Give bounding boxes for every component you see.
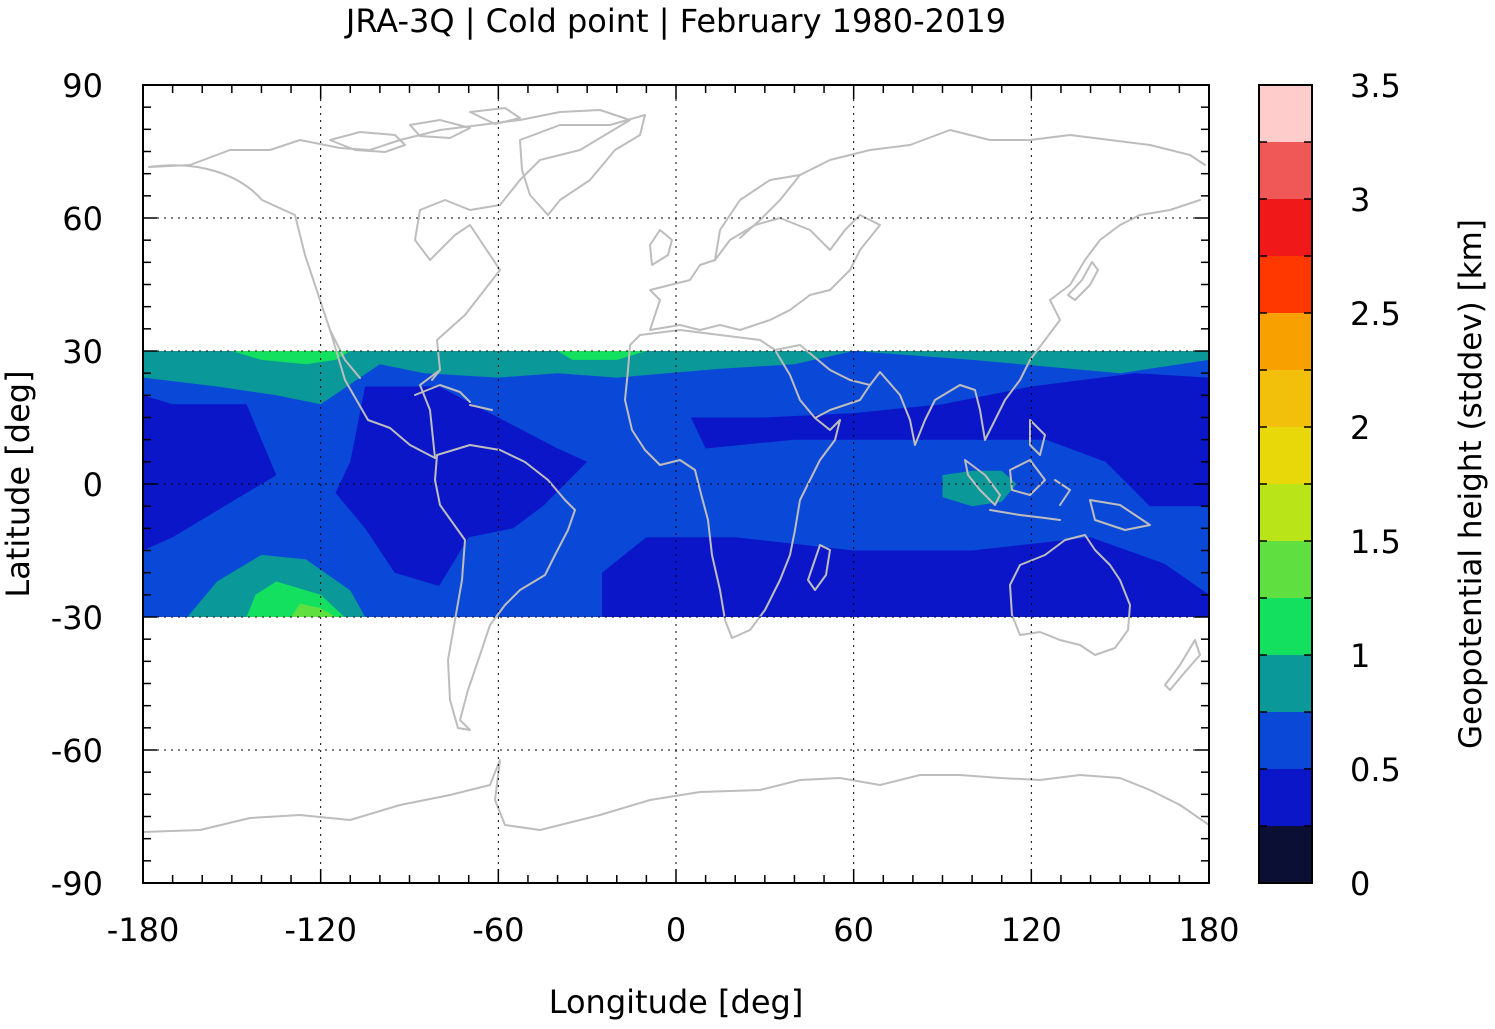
colorbar-swatch bbox=[1259, 598, 1312, 655]
coastline-british-isles bbox=[649, 229, 673, 266]
colorbar-swatch bbox=[1259, 199, 1312, 256]
colorbar-swatch bbox=[1259, 313, 1312, 370]
axes-layer: -180 -120 -60 0 60 120 180 90 60 30 0 -30 -60 -90 bbox=[51, 67, 1240, 949]
grid-layer bbox=[143, 85, 1209, 883]
x-tick-label: 180 bbox=[1178, 911, 1239, 949]
colorbar-tick-label: 3 bbox=[1350, 181, 1370, 219]
colorbar-tick-label: 2.5 bbox=[1350, 295, 1401, 333]
coastline-philippines bbox=[1029, 419, 1046, 456]
colorbar-swatch bbox=[1259, 655, 1312, 712]
coastline-japan bbox=[1067, 261, 1099, 301]
colorbar-label: Geopotential height (stddev) [km] bbox=[1453, 219, 1489, 749]
coastline-indonesia bbox=[964, 459, 1151, 531]
x-tick-label: -60 bbox=[472, 911, 524, 949]
coastline-new-zealand bbox=[1164, 639, 1201, 691]
x-tick-label: 0 bbox=[666, 911, 686, 949]
colorbar-tick-label: 3.5 bbox=[1350, 67, 1401, 105]
colorbar-tick-label: 0.5 bbox=[1350, 751, 1401, 789]
colorbar-tick-label: 1.5 bbox=[1350, 523, 1401, 561]
colorbar-swatch bbox=[1259, 826, 1312, 883]
region-n-atlantic-green bbox=[557, 351, 647, 360]
coastline-scandinavia bbox=[714, 174, 801, 261]
colorbar-tick-label: 2 bbox=[1350, 409, 1370, 447]
coastline-asia-north bbox=[799, 129, 1206, 176]
coastline-africa bbox=[624, 329, 841, 639]
coastline-layer bbox=[142, 107, 1210, 833]
coastline-madagascar bbox=[807, 544, 831, 591]
x-tick-label: -180 bbox=[107, 911, 180, 949]
colorbar: 0 0.5 1 1.5 2 2.5 3 3.5 bbox=[1258, 67, 1401, 903]
region-low-south-band bbox=[602, 537, 1209, 617]
colorbar-tick-label: 0 bbox=[1350, 865, 1370, 903]
y-tick-label: 30 bbox=[62, 333, 103, 371]
y-tick-label: 60 bbox=[62, 200, 103, 238]
coastline-asia-south bbox=[869, 199, 1201, 446]
region-n-band-ocean bbox=[143, 351, 1209, 405]
y-tick-label: 0 bbox=[83, 466, 103, 504]
colorbar-swatch bbox=[1259, 370, 1312, 427]
y-tick-label: -60 bbox=[51, 732, 103, 770]
region-n-pacific-green bbox=[231, 351, 351, 365]
colorbar-swatch bbox=[1259, 256, 1312, 313]
coastline-antarctica bbox=[142, 759, 1210, 833]
region-low-tropics-americas-pacific bbox=[143, 395, 277, 551]
coastline-baja bbox=[329, 329, 361, 379]
coastline-arctic-islands bbox=[329, 107, 521, 153]
x-tick-label: 60 bbox=[833, 911, 874, 949]
colorbar-swatch bbox=[1259, 142, 1312, 199]
coastline-arabia bbox=[774, 344, 871, 419]
colorbar-tick-label: 1 bbox=[1350, 637, 1370, 675]
coastline-greenland bbox=[519, 114, 646, 216]
chart-title: JRA-3Q | Cold point | February 1980-2019 bbox=[345, 2, 1007, 40]
x-axis-label: Longitude [deg] bbox=[548, 983, 804, 1021]
colorbar-swatch bbox=[1259, 712, 1312, 769]
coastline-australia bbox=[1009, 534, 1131, 656]
colorbar-swatch bbox=[1259, 85, 1312, 142]
y-tick-label: 90 bbox=[62, 67, 103, 105]
y-tick-label: -90 bbox=[51, 865, 103, 903]
coastline-caribbean bbox=[414, 369, 493, 411]
colorbar-swatch bbox=[1259, 769, 1312, 826]
region-s-pacific-lime bbox=[291, 603, 336, 617]
region-low-indian-maritime bbox=[690, 373, 1209, 507]
coastline-north-america bbox=[148, 109, 631, 459]
colorbar-swatch bbox=[1259, 427, 1312, 484]
y-axis-label: Latitude [deg] bbox=[0, 370, 37, 598]
colorbar-swatch bbox=[1259, 484, 1312, 541]
coastline-europe bbox=[649, 214, 881, 331]
y-tick-label: -30 bbox=[51, 599, 103, 637]
x-tick-label: -120 bbox=[284, 911, 357, 949]
colorbar-swatch bbox=[1259, 541, 1312, 598]
coastline-south-america bbox=[434, 444, 576, 731]
x-tick-label: 120 bbox=[1001, 911, 1062, 949]
